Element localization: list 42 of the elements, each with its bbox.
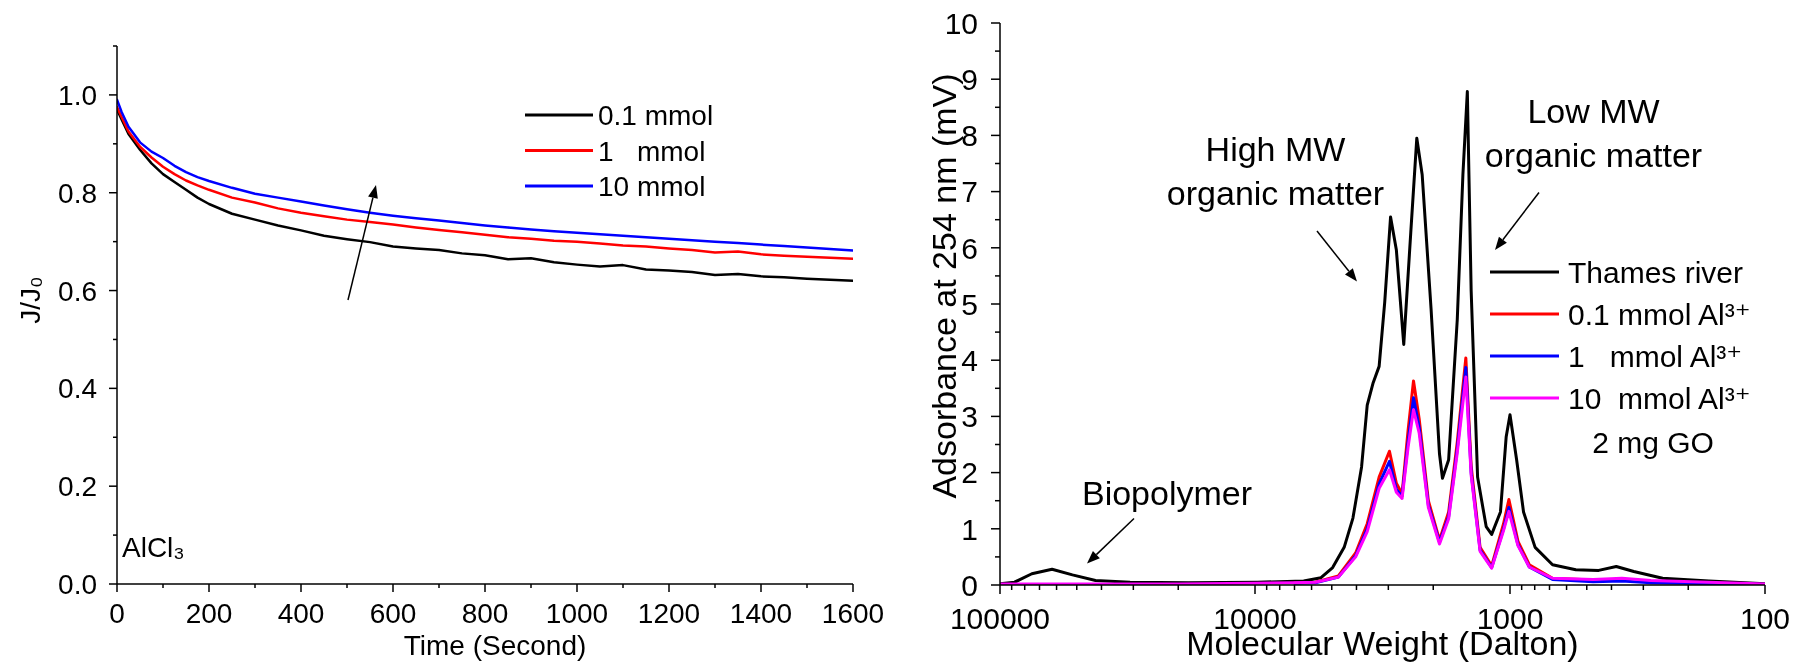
y-tick-label: 7: [961, 175, 978, 209]
y-tick-label: 0.4: [58, 373, 97, 405]
y-tick-label: 0.0: [58, 569, 97, 601]
legend-label: 0.1 mmol: [598, 100, 714, 132]
y-tick-label: 0.2: [58, 471, 97, 503]
y-tick-label: 0.6: [58, 275, 97, 307]
annotation: Low MW organic matter: [1483, 90, 1704, 176]
legend-label: Thames river: [1568, 255, 1744, 289]
x-tick-label: 600: [369, 598, 417, 629]
y-tick-label: 5: [961, 287, 978, 321]
legend-label: 1 mmol: [598, 135, 706, 167]
y-tick-label: 8: [961, 119, 978, 153]
x-tick-label: 400: [277, 598, 325, 629]
annotation: Biopolymer: [1081, 472, 1253, 514]
x-tick-label: 800: [461, 598, 509, 629]
legend-label: 0.1 mmol Al³⁺: [1568, 297, 1751, 331]
y-tick-label: 9: [961, 63, 978, 96]
legend-label: 1 mmol Al³⁺: [1568, 339, 1743, 373]
y-tick-label: 0: [961, 568, 978, 602]
x-tick-label: 100000: [949, 602, 1051, 635]
x-tick-label: 1400: [729, 598, 793, 629]
legend-label: 10 mmol: [598, 171, 706, 203]
x-tick-label: 1000: [545, 598, 609, 629]
y-tick-label: 2: [961, 456, 978, 490]
y-tick-label: 1.0: [58, 79, 97, 111]
x-tick-label: 0: [109, 598, 125, 629]
x-tick-label: 200: [185, 598, 233, 629]
x-axis-title: Time (Second): [403, 630, 587, 661]
annotation: AlCl₃: [122, 531, 185, 565]
y-tick-label: 4: [961, 344, 978, 377]
x-tick-label: 1600: [821, 598, 885, 629]
y-tick-label: 10: [944, 6, 978, 40]
y-tick-label: 3: [961, 400, 978, 434]
annotation: High MW organic matter: [1165, 128, 1386, 214]
x-tick-label: 100: [1739, 602, 1791, 635]
y-tick-label: 0.8: [58, 177, 97, 209]
y-axis-title: J/J₀: [15, 276, 47, 324]
legend-label: 10 mmol Al³⁺: [1568, 381, 1751, 415]
x-tick-label: 1200: [637, 598, 701, 629]
annotation: 2 mg GO: [1592, 425, 1714, 461]
y-tick-label: 1: [961, 512, 978, 546]
y-tick-label: 6: [961, 231, 978, 265]
